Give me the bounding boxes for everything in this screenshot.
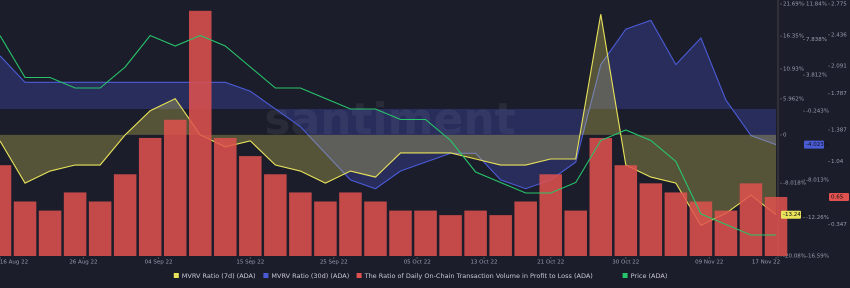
x-tick-label: 09 Nov 22 bbox=[695, 260, 723, 266]
legend-swatch bbox=[173, 273, 179, 278]
bar bbox=[439, 215, 462, 256]
current-value-badge bbox=[781, 210, 801, 219]
legend-swatch bbox=[622, 273, 628, 278]
line bbox=[0, 34, 776, 236]
axis-tick-label: 1.787 bbox=[831, 91, 847, 97]
x-tick-label: 05 Oct 22 bbox=[404, 260, 431, 266]
x-tick-label: 15 Sep 22 bbox=[236, 260, 264, 266]
legend-label: The Ratio of Daily On-Chain Transaction … bbox=[364, 272, 593, 280]
x-tick-label: 21 Oct 22 bbox=[537, 260, 564, 266]
line bbox=[0, 14, 777, 227]
x-tick-label: 25 Sep 22 bbox=[320, 260, 348, 266]
current-value-label: -4.023% bbox=[806, 142, 829, 148]
bar bbox=[314, 201, 337, 256]
x-tick-label: 26 Aug 22 bbox=[69, 260, 97, 266]
axis-tick-label: -16.59% bbox=[806, 254, 829, 260]
bar bbox=[63, 192, 87, 256]
axis-tick-label: 7.838% bbox=[806, 37, 827, 43]
bar bbox=[188, 10, 212, 257]
bar bbox=[589, 137, 613, 256]
bar bbox=[214, 137, 237, 256]
watermark: santiment bbox=[264, 94, 515, 145]
bar bbox=[364, 201, 387, 256]
axis-tick-label: 10.93% bbox=[783, 66, 804, 72]
area bbox=[0, 20, 776, 189]
bar bbox=[689, 201, 713, 256]
x-tick-label: 17 Nov 22 bbox=[752, 260, 780, 266]
x-tick-label: 04 Sep 22 bbox=[145, 260, 173, 266]
axis-tick-label: 3.812% bbox=[806, 73, 827, 79]
bar bbox=[664, 192, 688, 256]
bar bbox=[264, 174, 287, 256]
x-tick-label: 16 Aug 22 bbox=[0, 260, 28, 266]
bar bbox=[489, 215, 512, 256]
legend-label: MVRV Ratio (30d) (ADA) bbox=[271, 272, 349, 280]
axis-tick-label: -8.018% bbox=[783, 181, 806, 187]
axis-tick-label: 2.091 bbox=[831, 64, 847, 70]
current-value-badge bbox=[804, 140, 824, 149]
legend-swatch bbox=[263, 273, 269, 278]
bar bbox=[13, 201, 37, 256]
axis-tick-label: -20.08% bbox=[783, 254, 806, 260]
axis-tick-label: 11.84% bbox=[806, 2, 827, 8]
bar bbox=[38, 210, 62, 256]
bar bbox=[0, 165, 12, 256]
axis-tick-label: 1.387 bbox=[831, 128, 847, 134]
axis-tick-label: 1.04 bbox=[831, 159, 844, 165]
x-tick-label: 13 Oct 22 bbox=[470, 260, 497, 266]
bar bbox=[239, 156, 262, 256]
bar bbox=[564, 210, 588, 256]
axis-tick-label: 21.69% bbox=[783, 2, 804, 8]
bar bbox=[138, 137, 162, 256]
bar bbox=[714, 210, 738, 256]
bar bbox=[464, 210, 487, 256]
axis-tick-label: 0 bbox=[783, 132, 787, 138]
bar bbox=[163, 119, 187, 256]
x-tick-label: 30 Oct 22 bbox=[612, 260, 639, 266]
axis-tick-label: 2.436 bbox=[831, 32, 847, 38]
axis-tick-label: -0.243% bbox=[806, 109, 829, 115]
bar bbox=[339, 192, 362, 256]
bar bbox=[113, 174, 137, 256]
axis-tick-label: 5.962% bbox=[783, 96, 804, 102]
current-value-label: 0.65 bbox=[831, 194, 844, 200]
bar bbox=[389, 210, 412, 256]
legend-swatch bbox=[356, 273, 362, 278]
current-value-badge bbox=[829, 192, 849, 201]
bar bbox=[739, 183, 763, 256]
current-value-label: -13.24% bbox=[783, 212, 806, 218]
bar bbox=[88, 201, 112, 256]
axis-tick-label: 2.775 bbox=[831, 2, 847, 8]
legend-label: Price (ADA) bbox=[631, 272, 668, 280]
bar bbox=[289, 192, 312, 256]
bar bbox=[414, 210, 437, 256]
bar bbox=[539, 174, 562, 256]
bar bbox=[514, 201, 537, 256]
bar bbox=[639, 183, 663, 256]
axis-tick-label: -8.013% bbox=[806, 177, 829, 183]
axis-tick-label: 0.347 bbox=[831, 222, 847, 228]
axis-tick-label: 16.35% bbox=[783, 34, 804, 40]
axis-tick-label: -12.26% bbox=[806, 215, 829, 221]
legend-label: MVRV Ratio (7d) (ADA) bbox=[182, 272, 256, 280]
bar bbox=[764, 196, 788, 256]
bar bbox=[614, 165, 638, 256]
line bbox=[0, 19, 777, 190]
